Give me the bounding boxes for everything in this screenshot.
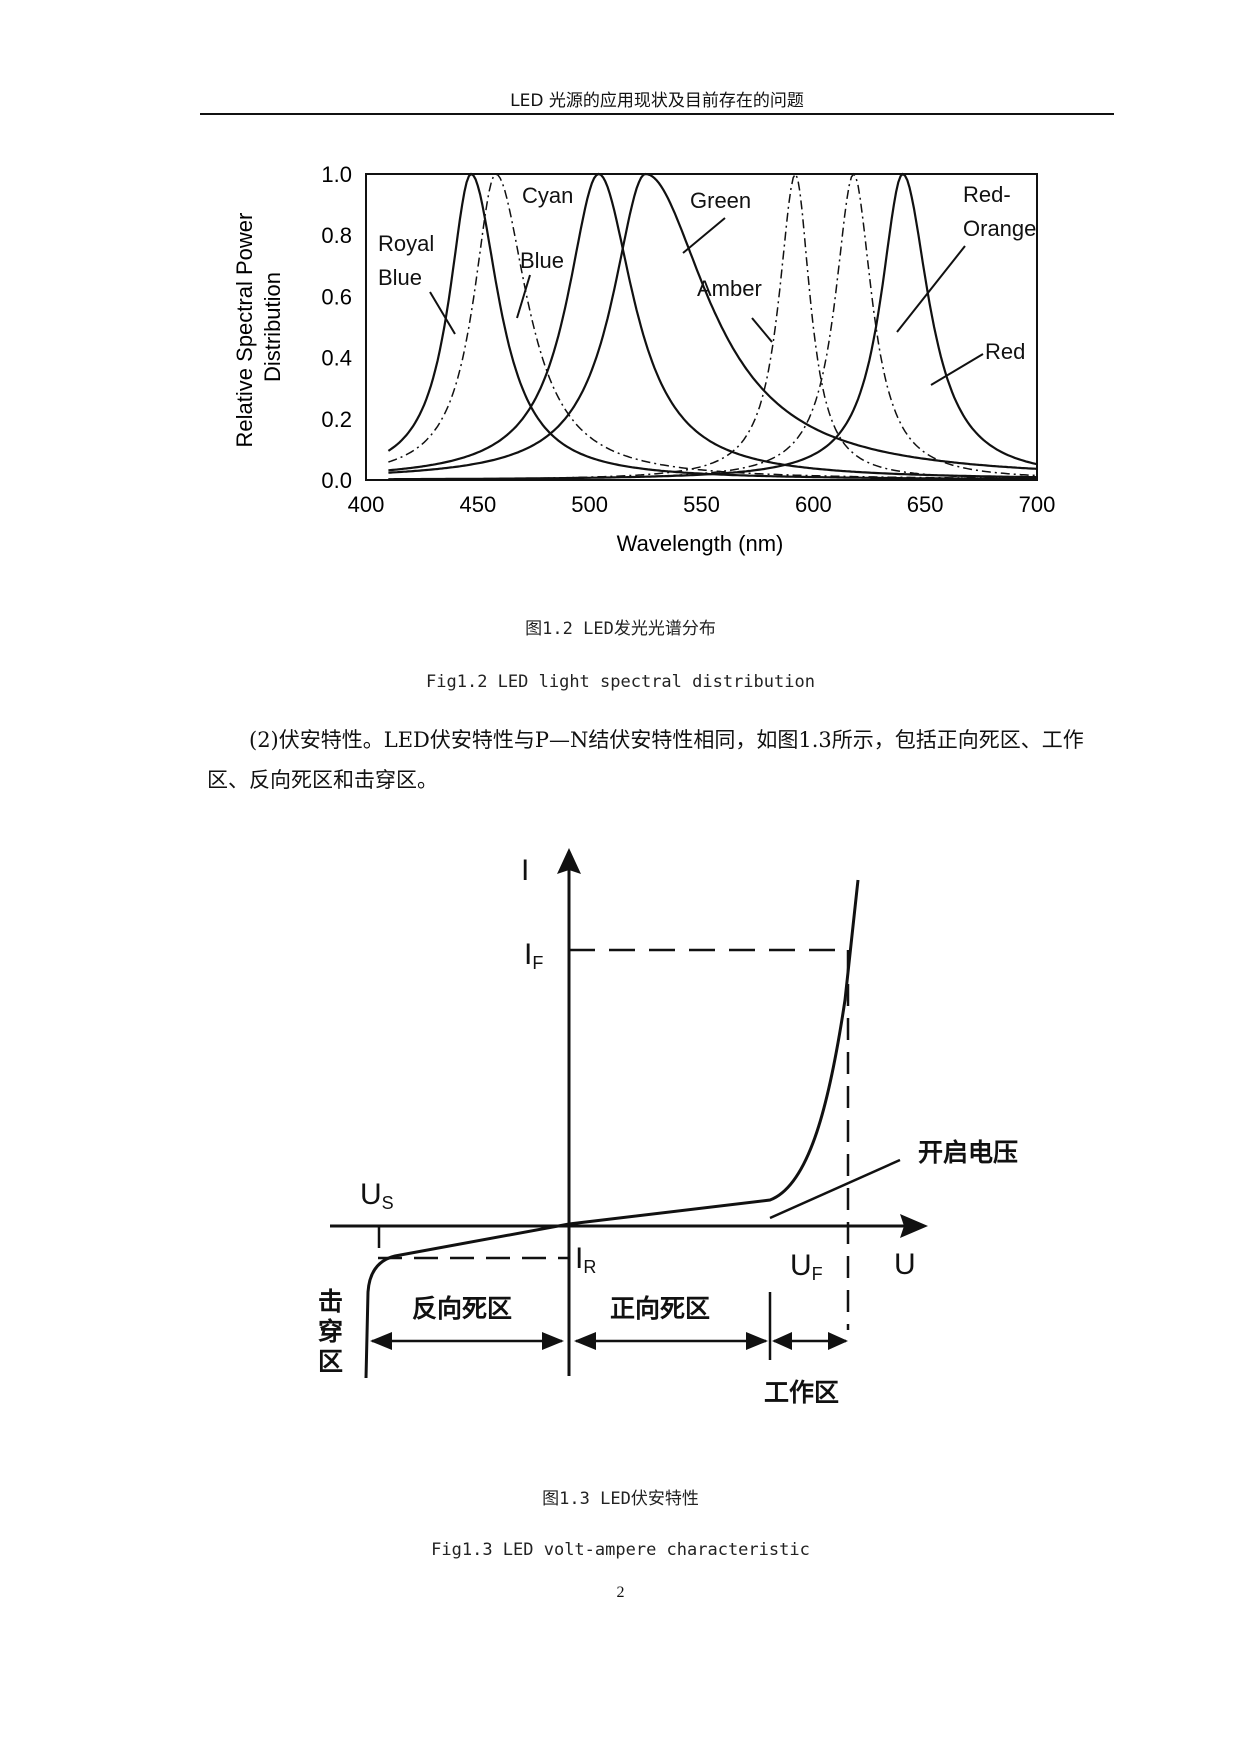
us-label: US [360,1178,394,1213]
label-royal-blue: Royal [378,231,434,256]
forward-dead-zone-label: 正向死区 [610,1294,710,1323]
reverse-dead-zone-label: 反向死区 [412,1294,512,1323]
page-number: 2 [616,1584,625,1601]
uf-label: UF [790,1249,823,1284]
i-axis-arrow [557,848,581,874]
if-label: IF [524,938,543,973]
y-tick-labels: 0.0 0.2 0.4 0.6 0.8 1.0 [321,162,352,493]
y-tick-1: 0.2 [321,407,352,432]
label-blue: Blue [520,248,564,273]
x-tick-4: 600 [795,492,832,517]
turn-on-pointer [769,1158,901,1220]
y-tick-0: 0.0 [321,468,352,493]
x-tick-1: 450 [459,492,496,517]
x-tick-2: 500 [571,492,608,517]
y-tick-4: 0.8 [321,223,352,248]
series-royal-blue [387,172,1037,480]
breakdown-zone-label: 击 穿 区 [318,1287,352,1376]
x-tick-3: 550 [683,492,720,517]
spectral-curves [387,172,1038,481]
running-header: LED 光源的应用现状及目前存在的问题 [510,91,804,111]
figure2-caption-en: Fig1.3 LED volt-ampere characteristic [431,1540,810,1560]
body-paragraph: (2)伏安特性。LED伏安特性与P—N结伏安特性相同，如图1.3所示，包括正向死… [207,728,1084,792]
vi-characteristic-diagram [330,848,928,1379]
header-rule [200,113,1114,115]
label-royal-blue-2: Blue [378,265,422,290]
working-zone-label: 工作区 [764,1378,839,1407]
y-tick-5: 1.0 [321,162,352,187]
y-tick-2: 0.4 [321,346,352,371]
axis-i-label: I [521,854,529,887]
x-axis-label: Wavelength (nm) [617,531,784,556]
x-tick-labels: 400 450 500 550 600 650 700 [348,492,1056,517]
figure2-caption-cn: 图1.3 LED伏安特性 [542,1489,699,1509]
label-red-orange: Red- [963,182,1011,207]
plot-frame [365,173,1038,481]
label-green: Green [690,188,751,213]
vi-curve [364,879,860,1379]
u-axis-arrow [900,1214,928,1238]
turn-on-voltage-label: 开启电压 [918,1138,1018,1167]
series-green [388,172,1038,474]
series-red [388,172,1038,481]
x-tick-6: 700 [1019,492,1056,517]
x-tick-5: 650 [907,492,944,517]
spectral-chart: 0.0 0.2 0.4 0.6 0.8 1.0 400 450 500 550 600 650 700… [232,162,1055,556]
label-red: Red [985,339,1025,364]
label-amber: Amber [697,276,762,301]
label-cyan: Cyan [522,183,573,208]
figure1-caption-en: Fig1.2 LED light spectral distribution [426,672,815,692]
figure1-caption-cn: 图1.2 LED发光光谱分布 [525,619,716,639]
series-blue [388,173,1037,480]
y-axis-label: Relative Spectral Power Distribution [232,207,285,448]
x-tick-0: 400 [348,492,385,517]
y-tick-3: 0.6 [321,284,352,309]
label-red-orange-2: Orange [963,216,1036,241]
ir-label: IR [575,1242,596,1277]
axis-u-label: U [894,1248,916,1281]
